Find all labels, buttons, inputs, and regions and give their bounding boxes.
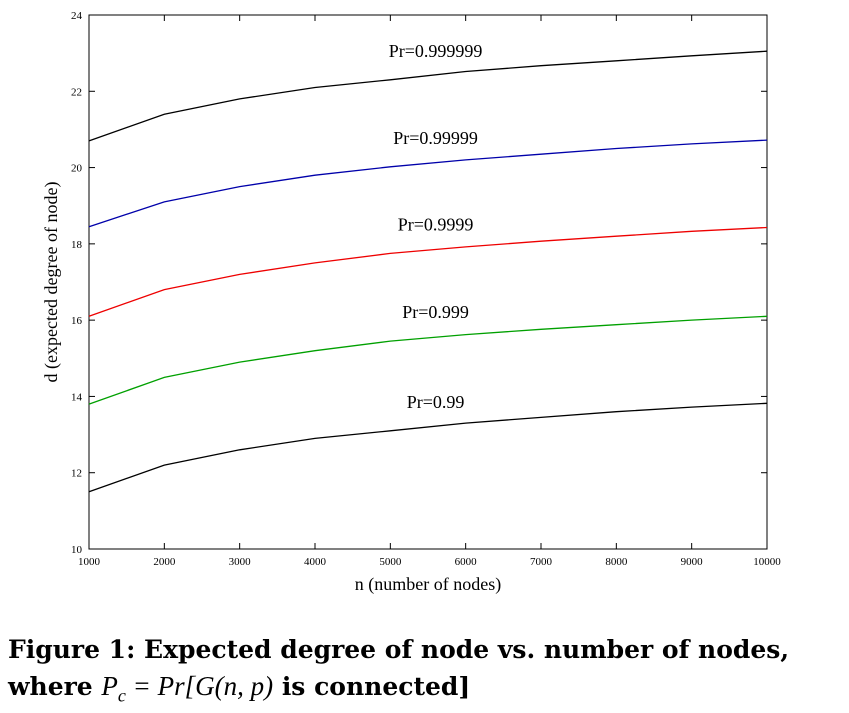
x-tick-label: 1000: [78, 556, 101, 568]
y-tick-label: 22: [71, 86, 82, 98]
series-line: [88, 402, 768, 493]
caption-math-sub: c: [117, 685, 126, 706]
y-tick-label: 16: [71, 315, 83, 327]
series-line: [88, 139, 768, 228]
series-label: Pr=0.999999: [389, 41, 483, 61]
series-line: [88, 50, 768, 142]
x-tick-label: 6000: [455, 556, 478, 568]
y-tick-label: 24: [71, 10, 83, 22]
caption-suffix: is connected]: [273, 672, 471, 701]
x-tick-label: 2000: [153, 556, 176, 568]
x-tick-label: 7000: [530, 556, 553, 568]
series-label: Pr=0.99999: [393, 128, 478, 148]
figure-caption: Figure 1: Expected degree of node vs. nu…: [8, 632, 844, 713]
series-labels: Pr=0.99 Pr=0.999 Pr=0.9999 Pr=0.99999 Pr=0.9…: [389, 41, 483, 412]
y-tick-label: 20: [71, 163, 83, 175]
series-label: Pr=0.999: [402, 302, 469, 322]
x-tick-label: 5000: [379, 556, 402, 568]
plot-frame: [88, 14, 768, 550]
series-line: [88, 226, 768, 317]
y-tick-label: 18: [71, 239, 83, 251]
axis-ticks: 1000 2000 3000 4000 5000 6000 7000 8000 9000 1000…: [71, 10, 781, 568]
series-lines: [88, 50, 768, 493]
series-label: Pr=0.99: [407, 392, 465, 412]
caption-math: Pc = Pr[G(n, p): [101, 671, 274, 705]
x-tick-label: 10000: [753, 556, 781, 568]
caption-math-lhs: P: [101, 671, 118, 701]
x-tick-label: 3000: [229, 556, 252, 568]
plot-area-border: [88, 14, 768, 550]
series-line: [88, 315, 768, 405]
y-tick-label: 10: [71, 544, 83, 556]
x-axis-label: n (number of nodes): [355, 574, 501, 595]
x-tick-label: 4000: [304, 556, 327, 568]
caption-math-eq: = Pr[G(n, p): [125, 671, 274, 701]
series-label: Pr=0.9999: [398, 214, 474, 234]
x-tick-label: 8000: [605, 556, 628, 568]
y-tick-label: 12: [71, 468, 82, 480]
y-axis-label: d (expected degree of node): [41, 182, 62, 383]
caption-text: Figure 1: Expected degree of node vs. nu…: [8, 635, 790, 701]
y-tick-label: 14: [71, 391, 83, 403]
x-tick-label: 9000: [681, 556, 704, 568]
